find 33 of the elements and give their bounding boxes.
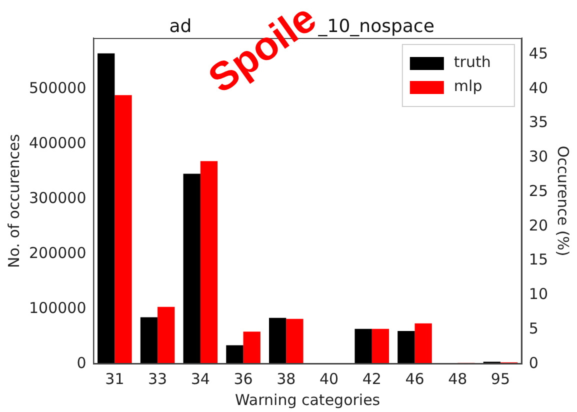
x-tick-label: 46 bbox=[405, 370, 424, 388]
y-tick-label: 500000 bbox=[28, 79, 86, 98]
x-tick-label: 95 bbox=[490, 370, 510, 388]
y2-tick-label: 20 bbox=[528, 216, 548, 234]
x-tick-label: 48 bbox=[448, 370, 468, 388]
y2-tick-label: 5 bbox=[528, 320, 538, 338]
x-tick-label: 40 bbox=[319, 370, 339, 388]
x-tick-label: 33 bbox=[148, 370, 168, 388]
y2-tick-label: 30 bbox=[528, 148, 548, 166]
y-tick-label: 300000 bbox=[28, 188, 86, 207]
y2-tick-label: 45 bbox=[528, 44, 548, 62]
x-tick-label: 36 bbox=[234, 370, 253, 388]
legend-label: truth bbox=[454, 52, 491, 71]
text: _10_nospace bbox=[317, 16, 434, 37]
y-tick-label: 100000 bbox=[28, 298, 86, 317]
x-tick-label: 34 bbox=[190, 370, 210, 388]
y2-tick-label: 10 bbox=[528, 285, 548, 304]
x-tick-label: 31 bbox=[105, 370, 124, 388]
y2-tick-label: 40 bbox=[528, 78, 548, 97]
y-tick-label: 200000 bbox=[28, 244, 86, 262]
y2-tick-label: 15 bbox=[528, 250, 548, 269]
y2-tick-label: 35 bbox=[528, 113, 548, 132]
x-tick-label: 42 bbox=[362, 370, 382, 388]
y-axis-title: No. of occurences bbox=[4, 134, 23, 268]
y-tick-label: 400000 bbox=[28, 134, 86, 152]
y-tick-label: 0 bbox=[76, 354, 86, 372]
text: ad bbox=[169, 16, 192, 37]
x-tick-label: 38 bbox=[276, 370, 296, 388]
y2-axis-title: Occurence (%) bbox=[554, 146, 572, 256]
y2-tick-label: 0 bbox=[528, 354, 538, 372]
x-axis-title: Warning categories bbox=[235, 390, 380, 409]
y2-tick-label: 25 bbox=[528, 182, 548, 200]
legend-label: mlp bbox=[454, 76, 482, 95]
